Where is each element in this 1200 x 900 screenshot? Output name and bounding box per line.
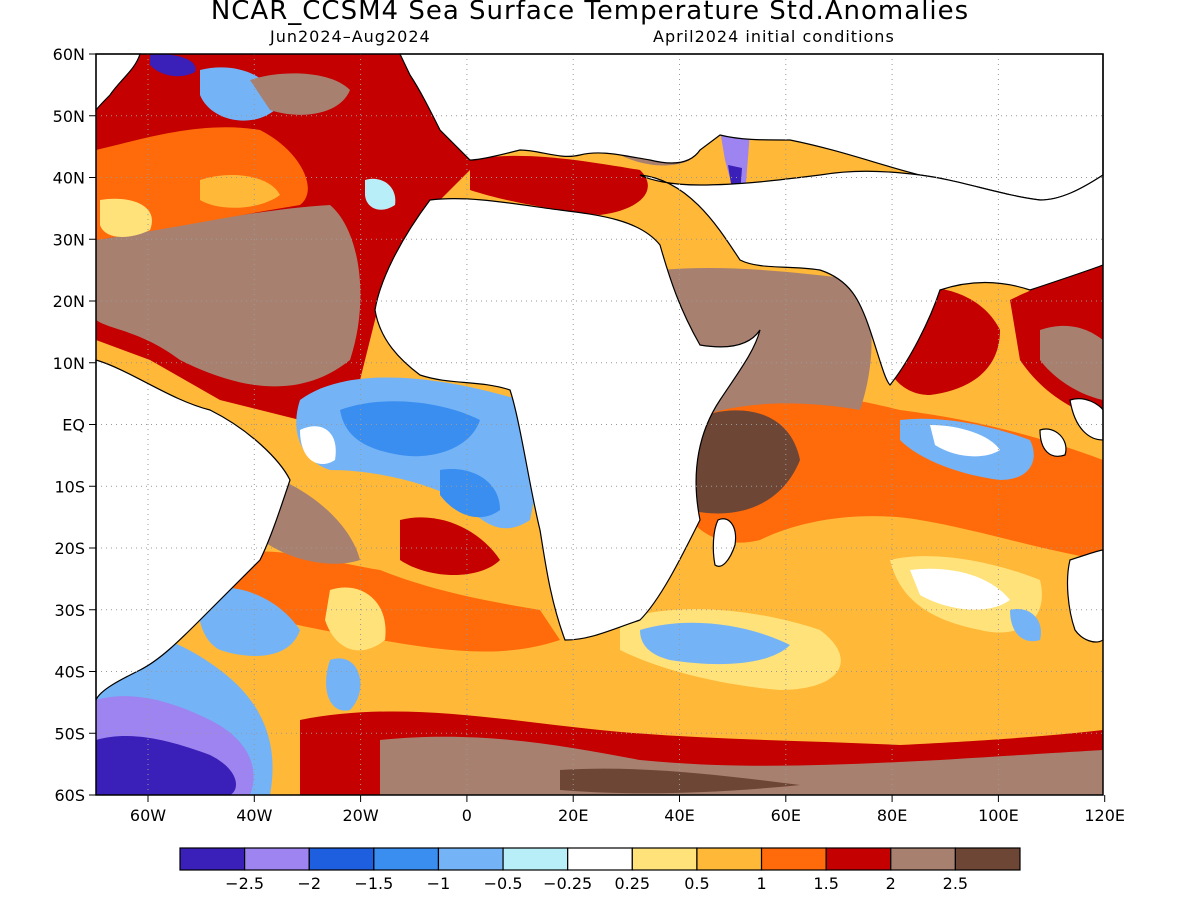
colorbar-label: 1.5 bbox=[813, 874, 838, 893]
lon-label: 40W bbox=[236, 806, 272, 825]
lat-label: 60S bbox=[54, 786, 85, 805]
lon-label: 60E bbox=[771, 806, 801, 825]
lon-label: 0 bbox=[462, 806, 472, 825]
colorbar-label: −1.5 bbox=[354, 874, 393, 893]
colorbar-label: 1 bbox=[756, 874, 766, 893]
colorbar-label: −2 bbox=[297, 874, 321, 893]
colorbar-label: 0.25 bbox=[614, 874, 650, 893]
forecast-period: Jun2024–Aug2024 bbox=[270, 27, 431, 46]
colorbar-swatch bbox=[179, 847, 246, 871]
lat-label: 20N bbox=[53, 292, 85, 311]
colorbar-swatch bbox=[825, 847, 892, 871]
lon-label: 120E bbox=[1084, 806, 1125, 825]
colorbar: −2.5 −2 −1.5 −1 −0.5 −0.25 0.25 0.5 1 1.5 2 2.5 bbox=[179, 847, 1021, 893]
lon-label: 20W bbox=[343, 806, 379, 825]
lon-label: 20E bbox=[558, 806, 588, 825]
lat-label: 20S bbox=[54, 539, 85, 558]
lat-label: 50N bbox=[53, 107, 85, 126]
colorbar-label: −0.5 bbox=[484, 874, 523, 893]
lon-label: 80E bbox=[877, 806, 907, 825]
graticule bbox=[96, 54, 1103, 795]
colorbar-label: −1 bbox=[427, 874, 451, 893]
colorbar-label: −2.5 bbox=[225, 874, 264, 893]
colorbar-swatch bbox=[890, 847, 956, 871]
map-title: NCAR_CCSM4 Sea Surface Temperature Std.A… bbox=[210, 0, 970, 26]
colorbar-label: −0.25 bbox=[543, 874, 592, 893]
lat-label: 30S bbox=[54, 601, 85, 620]
lon-label: 40E bbox=[664, 806, 694, 825]
longitude-axis: 60W 40W 20W 0 20E 40E 60E 80E 100E 120E bbox=[130, 795, 1125, 825]
colorbar-swatch bbox=[631, 847, 698, 871]
colorbar-swatch bbox=[437, 847, 504, 871]
lat-label: 30N bbox=[53, 230, 85, 249]
colorbar-swatch bbox=[567, 847, 633, 871]
lon-label: 100E bbox=[978, 806, 1019, 825]
lat-label: 40N bbox=[53, 169, 85, 188]
colorbar-swatch bbox=[308, 847, 375, 871]
colorbar-swatch bbox=[760, 847, 827, 871]
colorbar-swatch bbox=[244, 847, 310, 871]
colorbar-label: 0.5 bbox=[684, 874, 709, 893]
initial-conditions: April2024 initial conditions bbox=[653, 27, 895, 46]
colorbar-swatch bbox=[954, 847, 1021, 871]
lat-label: EQ bbox=[62, 416, 85, 435]
lat-label: 40S bbox=[54, 663, 85, 682]
lat-label: 50S bbox=[54, 724, 85, 743]
colorbar-swatch bbox=[502, 847, 569, 871]
colorbar-swatch bbox=[373, 847, 440, 871]
lon-label: 60W bbox=[130, 806, 166, 825]
colorbar-label: 2.5 bbox=[943, 874, 968, 893]
lat-label: 10N bbox=[53, 354, 85, 373]
latitude-axis: 60N 50N 40N 30N 20N 10N EQ 10S 20S 30S 40S 50S 60S bbox=[53, 45, 96, 805]
lat-label: 60N bbox=[53, 45, 85, 64]
colorbar-swatch bbox=[696, 847, 763, 871]
lat-label: 10S bbox=[54, 477, 85, 496]
colorbar-label: 2 bbox=[886, 874, 896, 893]
land-masses bbox=[95, 53, 1104, 701]
